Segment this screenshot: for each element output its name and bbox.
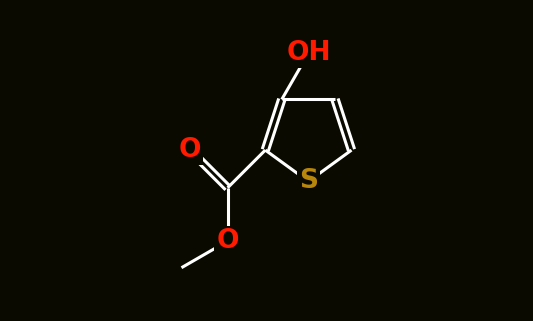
Text: O: O bbox=[216, 228, 239, 254]
Text: OH: OH bbox=[286, 40, 330, 66]
Text: O: O bbox=[179, 137, 201, 163]
Text: S: S bbox=[299, 169, 318, 195]
